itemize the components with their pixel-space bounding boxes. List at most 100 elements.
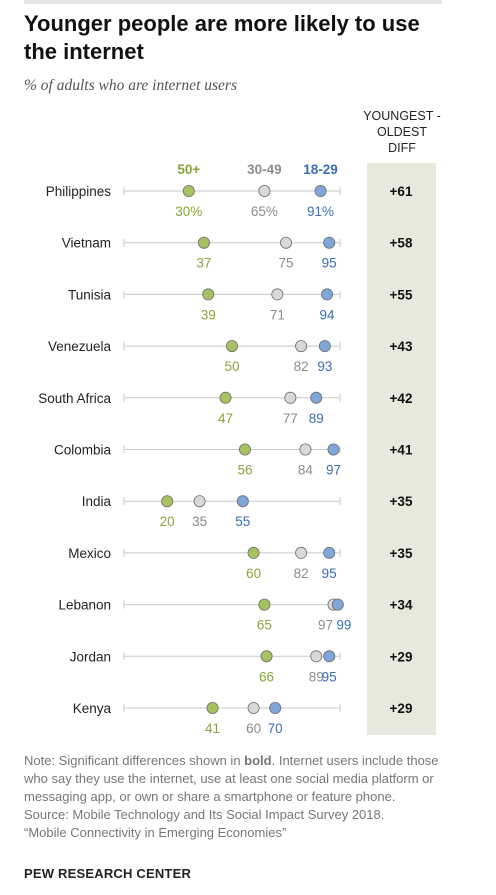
chart-title: Younger people are more likely to use th… — [24, 11, 420, 64]
note-text-2: . Internet users include those who say t… — [24, 753, 439, 804]
diff-value: +55 — [390, 287, 413, 302]
dot-age_18_29 — [310, 391, 323, 404]
diff-value: +35 — [390, 546, 413, 561]
diff-header-line-3: DIFF — [388, 141, 416, 155]
pew-credit: PEW RESEARCH CENTER — [24, 866, 192, 881]
value-label-age_18_29: 95 — [322, 566, 337, 581]
dot-age_30_49 — [310, 650, 323, 663]
note-bold-word: bold — [244, 753, 272, 768]
value-label-age_50_plus: 60 — [246, 566, 261, 581]
diff-value: +58 — [390, 236, 413, 251]
country-label: Vietnam — [62, 236, 111, 251]
value-label-age_30_49: 82 — [294, 359, 309, 374]
dot-age_50_plus — [161, 495, 174, 508]
dot-age_50_plus — [225, 340, 238, 353]
value-label-age_18_29: 95 — [322, 669, 337, 684]
diff-value: +29 — [390, 701, 413, 716]
value-label-age_30_49: 65% — [251, 204, 278, 219]
diff-value: +41 — [390, 443, 413, 458]
value-label-age_18_29: 99 — [336, 618, 351, 633]
diff-value: +29 — [390, 649, 413, 664]
country-label: Lebanon — [58, 598, 111, 613]
chart-note: Note: Significant differences shown in b… — [24, 752, 444, 842]
chart-subtitle: % of adults who are internet users — [24, 77, 237, 94]
dot-age_18_29 — [269, 702, 282, 715]
dot-age_18_29 — [318, 340, 331, 353]
top-rule — [24, 0, 442, 4]
dot-age_30_49 — [271, 288, 284, 301]
value-label-age_30_49: 77 — [283, 411, 298, 426]
value-label-age_50_plus: 20 — [160, 514, 175, 529]
dot-age_50_plus — [197, 236, 210, 249]
country-label: Philippines — [46, 184, 112, 199]
legend-age_30_49: 30-49 — [247, 162, 282, 177]
country-label: Colombia — [54, 443, 112, 458]
diff-column-band — [367, 163, 436, 735]
value-label-age_50_plus: 37 — [196, 256, 211, 271]
legend-age_18_29: 18-29 — [303, 162, 338, 177]
value-label-age_18_29: 55 — [235, 514, 250, 529]
diff-column-header: YOUNGEST - OLDEST DIFF — [352, 108, 452, 156]
value-label-age_50_plus: 41 — [205, 721, 220, 736]
value-label-age_30_49: 82 — [294, 566, 309, 581]
diff-value: +34 — [390, 598, 413, 613]
dot-plot-chart: 50+ 30-49 18-29 Philippines 30% 65% 91% +61 Viet… — [38, 162, 413, 736]
value-label-age_18_29: 89 — [309, 411, 324, 426]
dot-age_30_49 — [193, 495, 206, 508]
value-label-age_18_29: 95 — [322, 256, 337, 271]
dot-age_30_49 — [247, 702, 260, 715]
value-label-age_18_29: 94 — [320, 307, 336, 322]
dot-age_30_49 — [295, 546, 308, 559]
country-label: Jordan — [70, 649, 111, 664]
diff-header-line-2: OLDEST — [376, 125, 427, 139]
diff-value: +61 — [390, 184, 413, 199]
dot-age_50_plus — [202, 288, 215, 301]
note-text-1: Note: Significant differences shown in — [24, 753, 245, 768]
value-label-age_50_plus: 56 — [237, 463, 252, 478]
value-label-age_30_49: 75 — [278, 256, 293, 271]
dot-age_18_29 — [236, 495, 249, 508]
dot-age_18_29 — [323, 546, 336, 559]
value-label-age_50_plus: 66 — [259, 669, 274, 684]
country-label: Tunisia — [68, 287, 112, 302]
dot-age_18_29 — [321, 288, 334, 301]
country-label: Venezuela — [48, 339, 112, 354]
dot-age_50_plus — [219, 391, 232, 404]
value-label-age_30_49: 89 — [309, 669, 324, 684]
country-label: India — [82, 494, 112, 509]
dot-age_18_29 — [327, 443, 340, 456]
dot-age_50_plus — [238, 443, 251, 456]
country-label: Kenya — [73, 701, 112, 716]
dot-age_50_plus — [258, 598, 271, 611]
value-label-age_18_29: 97 — [326, 463, 341, 478]
report-title: “Mobile Connectivity in Emerging Economi… — [24, 825, 287, 840]
value-label-age_30_49: 84 — [298, 463, 314, 478]
dot-age_30_49 — [279, 236, 292, 249]
dot-age_18_29 — [331, 598, 344, 611]
value-label-age_50_plus: 65 — [257, 618, 272, 633]
dot-age_50_plus — [260, 650, 273, 663]
diff-value: +35 — [390, 494, 413, 509]
dot-age_18_29 — [314, 185, 327, 198]
value-label-age_30_49: 35 — [192, 514, 207, 529]
value-label-age_30_49: 60 — [246, 721, 261, 736]
dot-age_30_49 — [258, 185, 271, 198]
diff-value: +42 — [390, 391, 413, 406]
dot-age_30_49 — [284, 391, 297, 404]
dot-age_18_29 — [323, 650, 336, 663]
dot-age_30_49 — [299, 443, 312, 456]
diff-header-line-1: YOUNGEST - — [363, 109, 441, 123]
source-line: Source: Mobile Technology and Its Social… — [24, 807, 385, 822]
country-label: Mexico — [68, 546, 111, 561]
value-label-age_50_plus: 47 — [218, 411, 233, 426]
diff-value: +43 — [390, 339, 413, 354]
dot-age_50_plus — [247, 546, 260, 559]
value-label-age_50_plus: 39 — [201, 307, 216, 322]
value-label-age_50_plus: 50 — [224, 359, 239, 374]
value-label-age_18_29: 91% — [307, 204, 334, 219]
value-label-age_30_49: 71 — [270, 307, 285, 322]
value-label-age_18_29: 70 — [268, 721, 283, 736]
legend-age_50_plus: 50+ — [177, 162, 200, 177]
value-label-age_30_49: 97 — [318, 618, 333, 633]
value-label-age_18_29: 93 — [317, 359, 332, 374]
